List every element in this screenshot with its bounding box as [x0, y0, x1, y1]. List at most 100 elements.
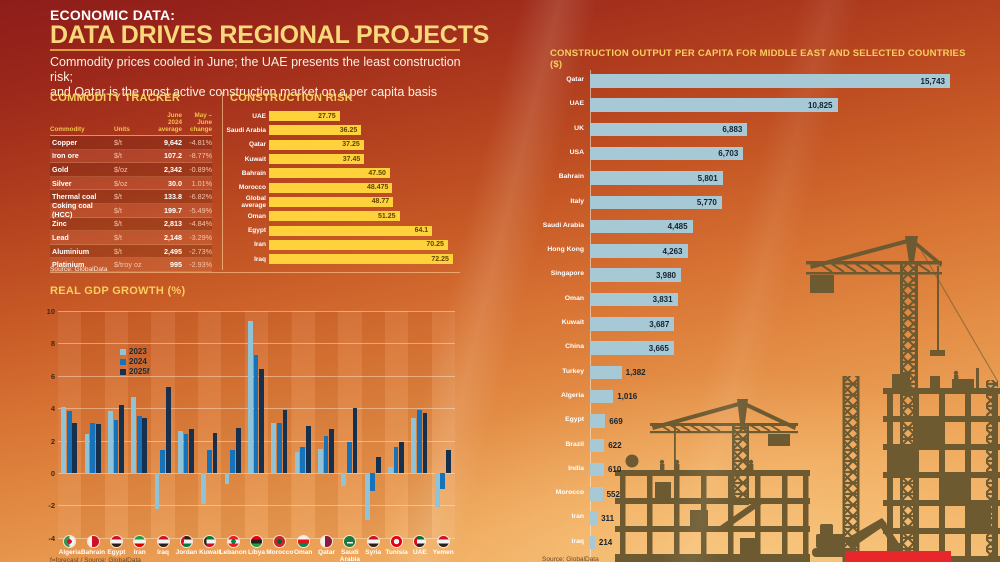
output-row: India 610: [540, 459, 972, 483]
gdp-country-label: Iraq: [157, 549, 170, 556]
gdp-bar-2025f: [142, 417, 148, 473]
commodity-average: 133.8: [164, 192, 182, 202]
output-row: Bahrain 5,801: [540, 167, 972, 191]
gridline: [58, 343, 455, 345]
output-value: 214: [598, 538, 613, 548]
gdp-bar-2024: [66, 411, 72, 473]
commodity-name: Copper: [52, 137, 78, 147]
gdp-country-label: Iran: [133, 549, 146, 556]
gdp-bar-2023: [201, 473, 207, 504]
output-row: USA 6,703: [540, 143, 972, 167]
risk-country-label: Saudi Arabia: [226, 126, 267, 134]
commodity-source: Source: GlobalData: [50, 266, 108, 273]
risk-value: 37.25: [342, 141, 360, 149]
commodity-change: -2.93%: [189, 260, 212, 270]
output-bar: [590, 389, 614, 404]
gdp-bar-2024: [276, 422, 282, 473]
output-row: UAE 10,825: [540, 94, 972, 118]
gdp-bar-2024: [183, 434, 189, 473]
risk-row: Kuwait 37.45: [222, 152, 460, 166]
gdp-bar-2025f: [95, 424, 101, 473]
risk-row: Egypt 64.1: [222, 223, 460, 237]
output-row: Brazil 622: [540, 435, 972, 459]
legend-swatch-2024: [120, 358, 126, 365]
output-axis-line: [590, 70, 591, 557]
commodity-change: 1.01%: [191, 178, 212, 188]
gridline: [58, 473, 455, 474]
risk-bar: 37.45: [269, 154, 365, 165]
risk-country-label: Egypt: [247, 227, 266, 235]
output-value: 5,770: [696, 198, 717, 207]
risk-bar: 64.1: [269, 225, 433, 236]
gdp-bar-2023: [131, 396, 137, 473]
plot-column-stripe: [291, 311, 315, 538]
output-country-label: USA: [569, 148, 584, 156]
commodity-unit: $/oz: [114, 164, 128, 174]
gdp-country-label: Yemen: [432, 549, 454, 556]
legend-swatch-2023: [120, 348, 126, 355]
commodity-row: Platinium $/troy oz 995 -2.93%: [50, 258, 212, 272]
output-row: Kuwait 3,687: [540, 313, 972, 337]
kicker: ECONOMIC DATA:: [50, 7, 176, 23]
risk-bar: 47.50: [269, 168, 390, 179]
gdp-country-label: Egypt: [107, 549, 126, 556]
risk-country-label: Iran: [254, 241, 266, 249]
output-bar: 4,485: [590, 219, 693, 234]
gdp-country-label: Qatar: [318, 549, 335, 556]
building-left-icon: [615, 454, 810, 562]
output-row: Italy 5,770: [540, 192, 972, 216]
gdp-growth-chart: Algeria Bahrain Egypt Iran Iraq Jordan Kuwait L…: [58, 305, 455, 562]
commodity-average: 2,813: [164, 219, 182, 229]
lattice-tower-icon: [842, 376, 860, 562]
excavator-icon: [812, 518, 902, 557]
y-tick-label: -2: [48, 501, 55, 511]
col-header-commodity: Commodity: [50, 126, 85, 133]
plot-column-stripe: [174, 311, 199, 538]
output-row: Algeria 1,016: [540, 386, 972, 410]
commodity-row: Iron ore $/t 107.2 -8.77%: [50, 149, 212, 164]
output-country-label: China: [565, 343, 584, 351]
gdp-bar-2025f: [329, 429, 335, 473]
plot-column-stripe: [338, 311, 362, 538]
gdp-bar-2023: [388, 466, 393, 473]
gdp-bar-2024: [323, 435, 329, 473]
plot-column-stripe: [198, 311, 222, 538]
risk-row: Global average 48.77: [222, 195, 460, 209]
commodity-unit: $/t: [114, 192, 122, 202]
commodity-unit: $/troy oz: [114, 260, 142, 270]
gdp-bar-2025f: [305, 426, 311, 473]
plot-column-stripe: [221, 311, 245, 538]
flag-qatar: [321, 536, 333, 547]
gdp-bar-2025f: [235, 427, 241, 473]
y-tick-label: 6: [50, 371, 55, 381]
risk-row: UAE 27.75: [222, 109, 460, 123]
panel-divider-horizontal: [50, 272, 460, 273]
risk-bar: 72.25: [269, 254, 453, 265]
commodity-average: 2,148: [164, 232, 182, 242]
gdp-bar-2023: [364, 473, 370, 520]
output-country-label: UK: [574, 124, 584, 132]
flag-syria: [367, 536, 379, 547]
output-bar: 3,687: [590, 317, 675, 331]
output-value: 1,016: [617, 392, 638, 402]
commodity-tracker-title: COMMODITY TRACKER: [50, 92, 181, 104]
gdp-bar-2024: [230, 450, 236, 473]
gdp-bar-2023: [248, 320, 253, 473]
output-row: Singapore 3,980: [540, 264, 972, 288]
gdp-country-label: Oman: [293, 549, 313, 556]
gdp-bar-2025f: [375, 456, 381, 473]
risk-country-label: Qatar: [249, 141, 266, 149]
commodity-tracker-panel: COMMODITY TRACKER Commodity Units June 2…: [50, 92, 215, 280]
flag-morocco: [274, 536, 286, 547]
gdp-footnote: f=forecast / Source: GlobalData: [50, 557, 141, 562]
flag-tunisia: [391, 536, 403, 547]
output-row: Hong Kong 4,263: [540, 240, 972, 264]
legend-item: 2025f: [120, 367, 149, 376]
risk-country-label: Morocco: [238, 184, 266, 192]
output-bar: 3,980: [590, 268, 681, 282]
panel-divider-vertical: [222, 92, 223, 270]
flag-yemen: [437, 536, 449, 547]
commodity-row: Gold $/oz 2,342 -0.89%: [50, 163, 212, 177]
flag-algeria: [64, 536, 76, 547]
commodity-unit: $/t: [114, 205, 122, 215]
